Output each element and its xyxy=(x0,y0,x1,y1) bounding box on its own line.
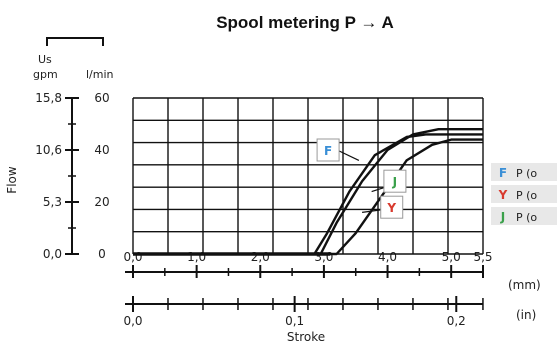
annotation-label-f: F xyxy=(324,144,332,158)
x-tick-label-in: 0,0 xyxy=(123,314,142,328)
chart-title: Spool metering P → A xyxy=(216,13,394,32)
x-unit-in: (in) xyxy=(516,308,536,322)
y-left-unit-us: Us xyxy=(38,53,52,66)
x-tick-label-in: 0,1 xyxy=(285,314,304,328)
y-axis-label: Flow xyxy=(5,166,19,194)
y-left-unit-gpm: gpm xyxy=(33,68,58,81)
annotation-label-y: Y xyxy=(386,201,396,215)
series-line-y xyxy=(133,127,483,256)
x-unit-mm: (mm) xyxy=(508,278,541,292)
y-tick-label-gpm: 10,6 xyxy=(35,143,62,157)
y-tick-label-lpm: 20 xyxy=(94,195,109,209)
x-tick-label-mm: 4,0 xyxy=(378,250,397,264)
y-tick-label-lpm: 0 xyxy=(98,247,106,261)
x-tick-label-mm: 5,0 xyxy=(442,250,461,264)
unit-bracket xyxy=(46,37,104,46)
legend-label-y: P (o xyxy=(516,189,537,202)
y-right-unit-lpm: l/min xyxy=(86,68,114,81)
annotation-leader-f xyxy=(336,149,360,161)
legend-row-bg xyxy=(491,207,557,225)
legend-key-y: Y xyxy=(498,188,508,202)
y-tick-label-lpm: 60 xyxy=(94,91,109,105)
legend-key-j: J xyxy=(500,210,505,224)
y-tick-label-gpm: 5,3 xyxy=(43,195,62,209)
y-tick-label-lpm: 40 xyxy=(94,143,109,157)
x-tick-label-in: 0,2 xyxy=(447,314,466,328)
x-tick-label-mm: 2,0 xyxy=(251,250,270,264)
annotation-label-j: J xyxy=(392,175,397,189)
legend-row-bg xyxy=(491,163,557,181)
annotation-box-j xyxy=(383,169,407,193)
x-tick-label-mm: 3,0 xyxy=(314,250,333,264)
y-tick-label-gpm: 0,0 xyxy=(43,247,62,261)
legend-row-bg xyxy=(491,185,557,203)
legend-key-f: F xyxy=(499,166,507,180)
annotation-box-y xyxy=(380,195,404,219)
legend-label-j: P (o xyxy=(516,211,537,224)
annotation-box-f xyxy=(316,138,340,162)
x-axis-label: Stroke xyxy=(287,330,325,344)
y-tick-label-gpm: 15,8 xyxy=(35,91,62,105)
legend-label-f: P (o xyxy=(516,167,537,180)
series-line-f xyxy=(133,133,483,256)
